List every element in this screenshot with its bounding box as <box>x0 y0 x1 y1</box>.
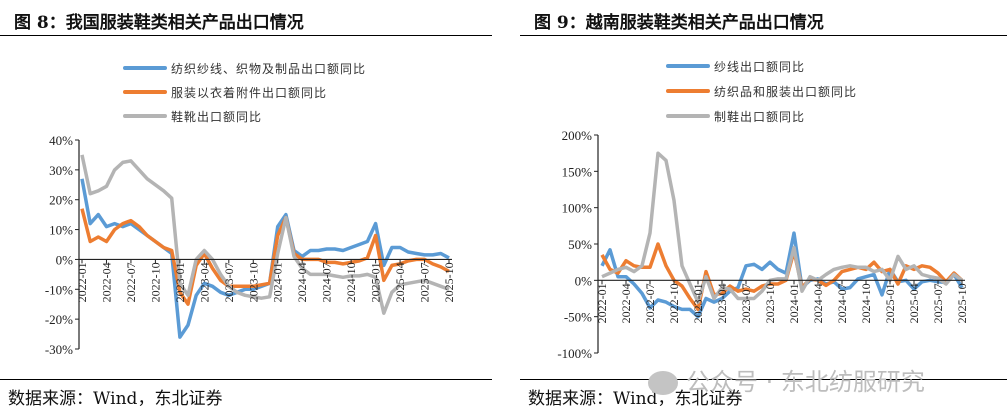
watermark: 公众号 · 东北纺服研究 <box>648 362 925 397</box>
x-tick-label: 2023-01 <box>691 283 705 323</box>
x-tick-label: 2025-10 <box>955 283 969 323</box>
wechat-icon <box>648 371 678 395</box>
series-line <box>601 151 964 304</box>
x-tick-label: 2022-10 <box>667 283 681 323</box>
series-line <box>600 231 964 319</box>
x-tick-label: 2023-04 <box>715 283 729 323</box>
y-tick-label: -100% <box>557 346 592 361</box>
chart-panel-china: 图 8：我国服装鞋类相关产品出口情况 -30% -20% -10% 0% 10% 20% 3… <box>0 0 492 420</box>
source-note: 数据来源：Wind，东北证券 <box>528 389 743 409</box>
x-tick-label: 2022-07 <box>124 262 138 302</box>
y-tick-label: 30% <box>49 163 73 178</box>
chart-title: 图 9：越南服装鞋类相关产品出口情况 <box>534 13 824 33</box>
chart-panel-vietnam: 图 9：越南服装鞋类相关产品出口情况 -100% -50% 0% 50% 100% 150… <box>520 0 1007 420</box>
x-tick-label: 2023-10 <box>246 262 260 302</box>
divider <box>520 379 1007 380</box>
y-tick-label: 0% <box>575 273 593 288</box>
x-tick-label: 2025-04 <box>393 262 407 302</box>
y-tick-label: -10% <box>45 282 73 297</box>
y-tick-label: -20% <box>45 312 73 327</box>
x-tick-label: 2022-04 <box>99 262 113 302</box>
divider <box>0 35 492 36</box>
x-tick-label: 2023-10 <box>763 283 777 323</box>
x-tick-label: 2022-10 <box>148 262 162 302</box>
x-tick-label: 2025-10 <box>442 262 456 302</box>
x-tick-label: 2022-04 <box>619 283 633 323</box>
x-tick-label: 2025-04 <box>907 283 921 323</box>
y-tick-label: -30% <box>45 342 73 357</box>
legend-label: 服装以衣着附件出口额同比 <box>171 85 327 100</box>
x-tick-label: 2022-01 <box>75 262 89 302</box>
x-tick-label: 2024-01 <box>787 283 801 323</box>
line-chart-china: -30% -20% -10% 0% 10% 20% 30% 40% 纺织纱线、织物及制品出口额同… <box>45 62 456 357</box>
x-tick-label: 2025-07 <box>931 283 945 323</box>
legend-label: 纺织纱线、织物及制品出口额同比 <box>171 62 366 76</box>
x-tick-label: 2024-07 <box>835 283 849 323</box>
legend-label: 鞋靴出口额同比 <box>171 109 262 124</box>
x-tick-label: 2025-07 <box>418 262 432 302</box>
x-tick-label: 2025-01 <box>369 262 383 302</box>
y-tick-label: 200% <box>562 128 593 143</box>
y-tick-label: 40% <box>49 133 73 148</box>
x-tick-label: 2022-01 <box>595 283 609 323</box>
x-tick-label: 2023-04 <box>197 262 211 302</box>
y-tick-label: -50% <box>564 310 592 325</box>
y-tick-label: 50% <box>568 237 592 252</box>
y-tick-label: 150% <box>562 164 593 179</box>
x-tick-label: 2024-04 <box>295 262 309 302</box>
y-tick-label: 0% <box>56 252 74 267</box>
x-tick-label: 2022-07 <box>643 283 657 323</box>
x-tick-label: 2024-10 <box>344 262 358 302</box>
x-tick-label: 2024-10 <box>859 283 873 323</box>
source-note: 数据来源：Wind，东北证券 <box>8 389 223 409</box>
x-tick-label: 2023-01 <box>173 262 187 302</box>
watermark-text: 公众号 · 东北纺服研究 <box>686 368 925 396</box>
series-line <box>600 242 964 312</box>
chart-title: 图 8：我国服装鞋类相关产品出口情况 <box>14 13 304 33</box>
y-tick-label: 20% <box>49 193 73 208</box>
series-line <box>80 178 450 339</box>
series-line <box>80 154 450 315</box>
legend-label: 纺织品和服装出口额同比 <box>714 85 857 99</box>
y-tick-label: 100% <box>562 201 593 216</box>
series-line <box>80 208 450 306</box>
x-tick-label: 2023-07 <box>739 283 753 323</box>
x-tick-label: 2024-01 <box>271 262 285 302</box>
line-chart-vietnam: -100% -50% 0% 50% 100% 150% 200% 纱线出口额同比纺织品和服装出… <box>557 60 969 361</box>
x-tick-label: 2025-01 <box>883 283 897 323</box>
x-tick-label: 2024-04 <box>811 283 825 323</box>
divider <box>0 379 492 380</box>
legend-label: 纱线出口额同比 <box>714 60 805 74</box>
y-tick-label: 10% <box>49 223 73 238</box>
divider <box>520 35 1007 36</box>
x-tick-label: 2024-07 <box>320 262 334 302</box>
x-tick-label: 2023-07 <box>222 262 236 302</box>
legend-label: 制鞋出口额同比 <box>714 109 805 124</box>
